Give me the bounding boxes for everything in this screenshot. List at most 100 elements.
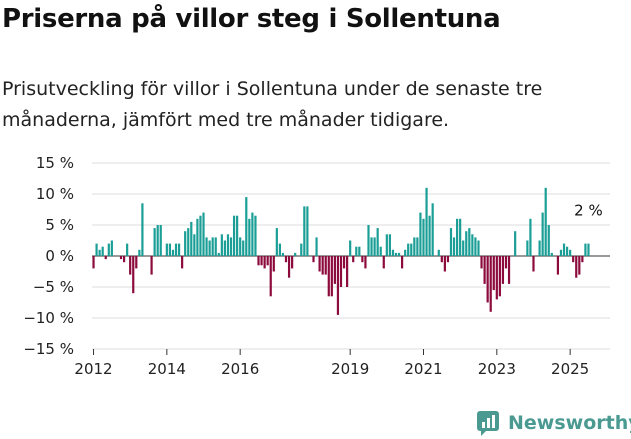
bar <box>208 240 211 256</box>
bar <box>584 243 587 256</box>
x-tick-label: 2014 <box>148 360 186 378</box>
newsworthy-logo-text: Newsworthy <box>508 412 631 434</box>
bar <box>541 212 544 256</box>
bar <box>480 256 483 269</box>
bar <box>281 252 285 256</box>
bar <box>449 228 453 256</box>
bar <box>223 240 226 256</box>
bar <box>300 243 303 256</box>
bar <box>129 256 132 275</box>
bar <box>92 256 95 269</box>
x-tick-label: 2016 <box>221 360 259 378</box>
bar <box>324 256 327 275</box>
last-value-label: 2 % <box>574 202 603 220</box>
bar <box>440 256 443 263</box>
bar <box>468 228 471 256</box>
bar <box>425 187 428 256</box>
bar <box>581 256 584 263</box>
y-tick-label: 15 % <box>36 154 74 172</box>
bar <box>187 228 190 256</box>
bar <box>153 228 156 256</box>
bar <box>275 228 278 256</box>
bar <box>211 237 214 256</box>
bar <box>214 237 217 256</box>
bar <box>572 256 575 263</box>
bar <box>547 225 550 256</box>
bar <box>330 256 333 297</box>
bar <box>456 218 459 256</box>
bar <box>376 228 379 256</box>
bar <box>361 256 364 263</box>
bar <box>529 218 532 256</box>
bar <box>263 256 266 269</box>
bar <box>159 225 162 256</box>
bar <box>291 256 294 269</box>
bar <box>486 256 489 303</box>
bar <box>422 218 425 256</box>
bar <box>226 234 230 256</box>
bar <box>413 237 416 256</box>
bar <box>132 256 135 294</box>
newsworthy-logo: Newsworthy <box>476 408 631 438</box>
bar <box>95 243 98 256</box>
bar <box>349 240 352 256</box>
bar <box>465 231 468 256</box>
bar <box>404 249 407 256</box>
bar <box>336 256 340 315</box>
bar <box>177 243 181 256</box>
bar <box>284 256 288 263</box>
bar <box>538 240 541 256</box>
bar <box>474 237 477 256</box>
bar <box>165 243 168 256</box>
bar <box>202 212 205 256</box>
bar <box>355 246 358 256</box>
bar <box>107 243 110 256</box>
bar <box>446 256 450 263</box>
bar <box>266 256 269 266</box>
bar <box>565 246 569 256</box>
bar <box>401 256 404 269</box>
x-tick-label: 2012 <box>74 360 112 378</box>
bar <box>483 256 486 284</box>
bar <box>397 252 401 256</box>
bar <box>504 256 508 269</box>
bar <box>532 256 535 272</box>
bar <box>443 256 446 272</box>
bar <box>391 249 395 256</box>
bar <box>269 256 272 297</box>
bar <box>150 256 153 275</box>
bar <box>428 215 431 256</box>
x-tick-label: 2025 <box>551 360 589 378</box>
bar <box>232 215 236 256</box>
bar <box>544 187 547 256</box>
bar <box>407 243 410 256</box>
bar <box>575 256 578 278</box>
bar <box>556 256 560 275</box>
bar <box>410 243 413 256</box>
bar <box>104 256 107 260</box>
y-tick-label: −15 % <box>23 340 74 358</box>
bar <box>526 240 529 256</box>
bar <box>205 237 208 256</box>
bar <box>181 256 184 269</box>
bar <box>501 256 505 284</box>
chart-title: Priserna på villor steg i Sollentuna <box>2 4 501 34</box>
grid-lines <box>92 162 610 350</box>
bars <box>92 187 590 315</box>
bar <box>459 218 462 256</box>
y-tick-label: −10 % <box>23 309 74 327</box>
bar <box>190 221 193 256</box>
y-tick-label: 0 % <box>45 247 74 265</box>
y-tick-label: 5 % <box>45 216 74 234</box>
bar <box>489 256 492 312</box>
bar <box>315 237 318 256</box>
bar <box>272 256 275 272</box>
bar <box>174 243 178 256</box>
bar <box>587 243 590 256</box>
bar <box>342 256 346 269</box>
bar <box>251 212 254 256</box>
bar <box>110 240 113 256</box>
bar <box>220 234 223 256</box>
bar <box>373 237 376 256</box>
